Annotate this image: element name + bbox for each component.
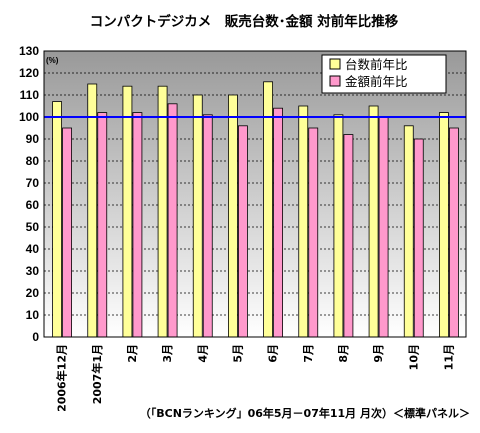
- bar-units-ratio: [192, 94, 203, 338]
- bar-value-ratio: [132, 112, 143, 338]
- x-category-label: 2月: [126, 344, 139, 363]
- x-axis-tick-labels: 2006年12月 2007年1月 2月 3月 4月 5月 6月 7月 8月 9月 10月 11月: [55, 344, 456, 412]
- legend-swatch-value: [329, 75, 341, 87]
- bar-units-ratio: [368, 105, 379, 338]
- x-category-label: 11月: [442, 344, 455, 370]
- bar-units-ratio: [122, 85, 133, 338]
- x-category-label: 2007年1月: [90, 344, 104, 404]
- bar-value-ratio: [308, 127, 319, 338]
- bar-units-ratio: [298, 105, 309, 338]
- source-note: （「BCNランキング」06年5月－07年11月 月次）＜標準パネル＞: [140, 406, 470, 420]
- y-tick-label: 100: [19, 110, 39, 124]
- y-tick-label: 80: [26, 154, 40, 168]
- x-category-label: 2006年12月: [55, 344, 69, 412]
- bar-value-ratio: [378, 116, 389, 338]
- x-category-label: 3月: [161, 344, 174, 363]
- bar-units-ratio: [157, 85, 168, 338]
- bars: [52, 81, 459, 338]
- x-category-label: 4月: [196, 344, 209, 363]
- legend-box: [321, 54, 447, 94]
- bar-value-ratio: [202, 114, 213, 338]
- y-tick-label: 20: [26, 286, 40, 300]
- y-tick-label: 110: [20, 88, 40, 102]
- bar-units-ratio: [52, 101, 62, 338]
- bar-value-ratio: [62, 127, 72, 338]
- plot-area: [44, 51, 466, 337]
- x-category-label: 10月: [407, 344, 420, 370]
- bar-value-ratio: [449, 127, 459, 338]
- x-category-label: 5月: [231, 344, 244, 363]
- y-tick-label: 70: [26, 176, 40, 190]
- y-tick-label: 0: [32, 330, 39, 344]
- y-tick-label: 60: [26, 198, 40, 212]
- bar-units-ratio: [87, 83, 98, 338]
- y-axis-unit: (%): [46, 56, 59, 65]
- bar-value-ratio: [273, 107, 283, 338]
- legend: 台数前年比 金額前年比: [321, 54, 447, 94]
- y-tick-label: 90: [26, 132, 40, 146]
- legend-label-value: 金額前年比: [345, 74, 408, 89]
- y-tick-label: 50: [26, 220, 40, 234]
- bar-value-ratio: [413, 138, 424, 338]
- y-tick-label: 40: [26, 242, 40, 256]
- x-category-label: 9月: [372, 344, 385, 363]
- chart-title: コンパクトデジカメ 販売台数･金額 対前年比推移: [90, 13, 399, 30]
- legend-swatch-units: [329, 58, 341, 70]
- bar-units-ratio: [263, 81, 273, 338]
- bar-units-ratio: [333, 114, 344, 338]
- bar-units-ratio: [439, 112, 449, 338]
- bar-value-ratio: [97, 112, 108, 338]
- bar-units-ratio: [403, 125, 414, 338]
- x-category-label: 6月: [267, 344, 280, 363]
- bar-units-ratio: [228, 94, 238, 338]
- bar-value-ratio: [167, 103, 178, 338]
- y-tick-label: 30: [26, 264, 40, 278]
- y-tick-label: 10: [26, 308, 40, 322]
- x-category-label: 8月: [337, 344, 350, 363]
- plot-border: [43, 50, 467, 338]
- bar-value-ratio: [238, 125, 248, 338]
- y-tick-label: 130: [19, 44, 39, 58]
- y-axis-tick-labels: 0 10 20 30 40 50 60 70 80 90 100 110 120 130: [19, 44, 39, 344]
- bar-value-ratio: [343, 134, 354, 338]
- x-category-label: 7月: [302, 344, 315, 363]
- y-tick-label: 120: [19, 66, 39, 80]
- legend-label-units: 台数前年比: [345, 57, 408, 72]
